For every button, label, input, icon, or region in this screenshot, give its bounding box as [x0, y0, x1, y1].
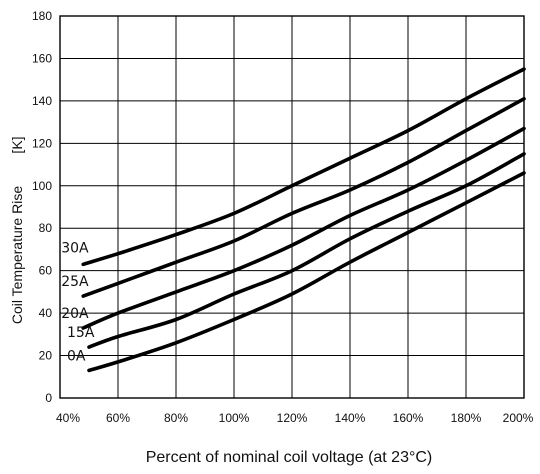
y-axis-title: Coil Temperature Rise [9, 186, 25, 324]
x-axis-title: Percent of nominal coil voltage (at 23°C… [146, 449, 433, 466]
series-labels: 30A 25A 20A 15A 0A [61, 240, 95, 364]
series-line-15a [87, 152, 526, 349]
x-tick-labels: 40% 60% 80% 100% 120% 140% 160% 180% 200% [56, 411, 534, 425]
x-tick-label: 180% [451, 411, 482, 425]
y-tick-label: 60 [39, 264, 53, 278]
y-tick-label: 80 [39, 221, 53, 235]
x-tick-label: 200% [503, 411, 534, 425]
y-tick-label: 140 [32, 94, 52, 108]
x-tick-label: 40% [56, 411, 80, 425]
series-line-25a [81, 97, 526, 298]
y-axis-unit: [K] [9, 136, 25, 153]
y-tick-label: 100 [32, 179, 52, 193]
x-tick-label: 100% [219, 411, 250, 425]
series-label-15a: 15A [67, 325, 95, 341]
y-tick-label: 0 [45, 391, 52, 405]
y-tick-labels: 0 20 40 60 80 100 120 140 160 180 [32, 9, 52, 405]
y-tick-label: 160 [32, 51, 52, 65]
y-tick-label: 40 [39, 306, 53, 320]
series-label-0a: 0A [67, 348, 86, 364]
series-line-20a [81, 126, 526, 330]
y-tick-label: 180 [32, 9, 52, 23]
y-tick-label: 120 [32, 136, 52, 150]
x-tick-label: 120% [277, 411, 308, 425]
series-label-20a: 20A [61, 306, 89, 322]
series-label-25a: 25A [61, 274, 89, 290]
series-label-30a: 30A [61, 240, 89, 256]
y-tick-label: 20 [39, 349, 53, 363]
series-lines [81, 67, 526, 373]
plot-frame [59, 15, 525, 399]
x-tick-label: 60% [106, 411, 130, 425]
x-tick-label: 160% [393, 411, 424, 425]
x-tick-label: 80% [164, 411, 188, 425]
x-tick-label: 140% [335, 411, 366, 425]
series-line-30a [81, 67, 526, 267]
series-line-0a [87, 171, 526, 373]
